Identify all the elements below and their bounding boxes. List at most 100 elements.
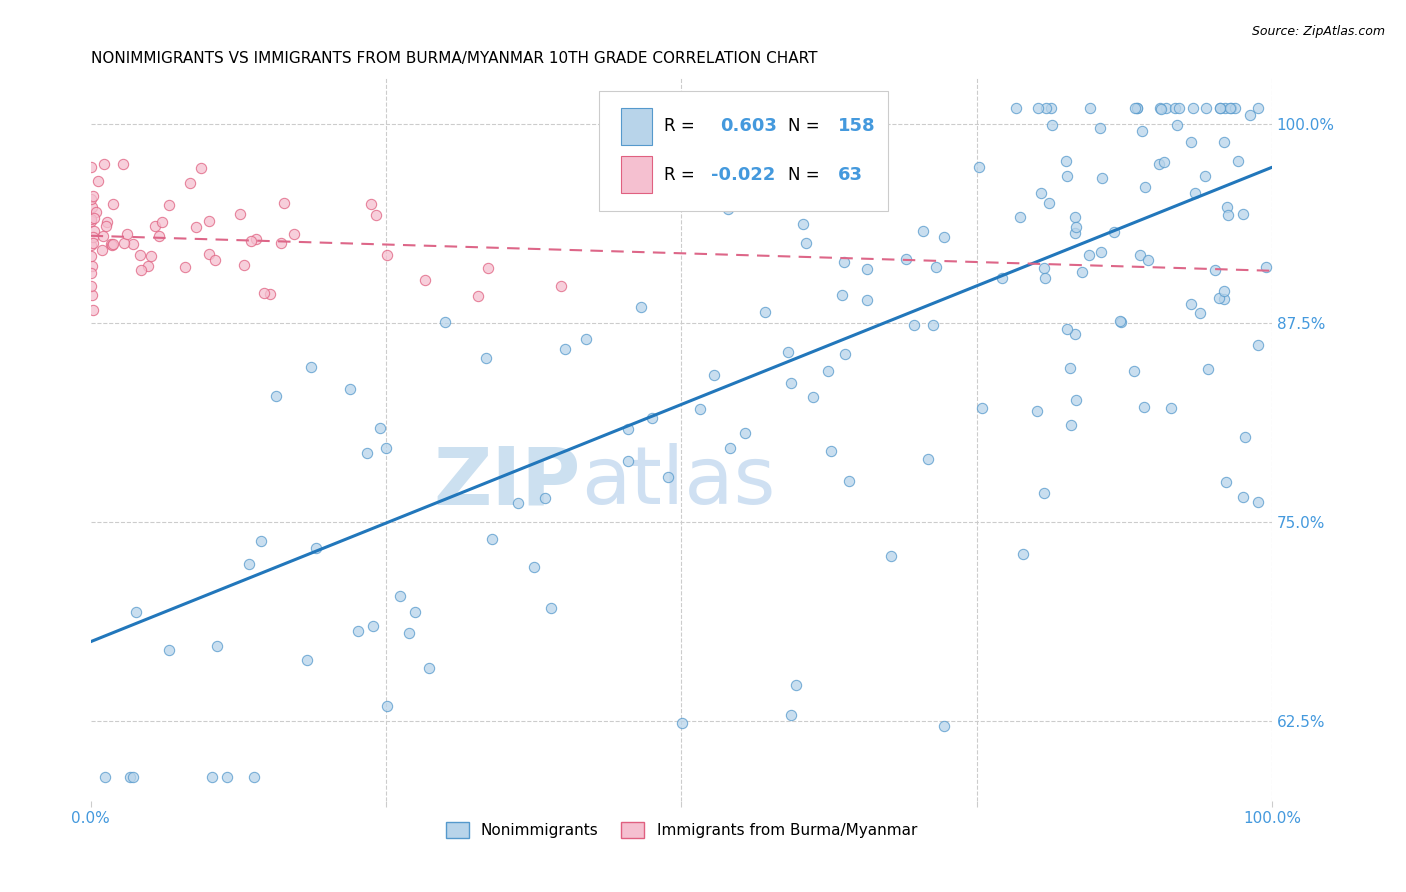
Point [776, 345, 799, 359]
Point [932, 230, 955, 244]
Point [856, 261, 879, 276]
Point [1194, 102, 1216, 116]
Text: N =: N = [787, 118, 820, 136]
Point [1213, 102, 1236, 116]
Point [1213, 284, 1236, 298]
Point [101, 236, 124, 251]
Point [1212, 292, 1234, 306]
Point [173, 260, 195, 274]
Point [295, 653, 318, 667]
Point [1130, 124, 1153, 138]
Point [1232, 207, 1254, 221]
Point [540, 600, 562, 615]
Point [1125, 102, 1147, 116]
Point [361, 619, 384, 633]
Point [80, 278, 103, 293]
Point [84, 205, 107, 219]
Point [370, 421, 392, 435]
Point [143, 219, 166, 233]
Point [157, 198, 180, 212]
Point [375, 699, 398, 714]
Point [925, 260, 948, 274]
Point [115, 227, 138, 242]
Point [1181, 102, 1204, 116]
Point [1254, 260, 1277, 275]
Point [1026, 102, 1049, 116]
Point [1063, 210, 1085, 224]
Point [1246, 102, 1268, 116]
Point [93, 157, 115, 171]
Point [1064, 326, 1087, 341]
Point [1216, 208, 1239, 222]
Point [253, 285, 276, 300]
Point [270, 235, 292, 250]
Point [80, 160, 103, 174]
Point [249, 534, 271, 549]
Text: -0.022: -0.022 [711, 166, 775, 184]
Point [1060, 418, 1083, 433]
Text: NONIMMIGRANTS VS IMMIGRANTS FROM BURMA/MYANMAR 10TH GRADE CORRELATION CHART: NONIMMIGRANTS VS IMMIGRANTS FROM BURMA/M… [90, 51, 817, 66]
Point [83, 211, 105, 226]
Point [1153, 154, 1175, 169]
Legend: Nonimmigrants, Immigrants from Burma/Myanmar: Nonimmigrants, Immigrants from Burma/Mya… [440, 816, 922, 844]
Point [1189, 306, 1212, 320]
Point [1029, 186, 1052, 200]
Point [1160, 401, 1182, 416]
Point [80, 192, 103, 206]
Point [734, 426, 756, 441]
Point [1035, 102, 1057, 116]
Point [481, 532, 503, 546]
Point [1123, 102, 1146, 116]
Point [150, 215, 173, 229]
Point [148, 228, 170, 243]
Text: N =: N = [787, 166, 820, 184]
Point [283, 227, 305, 241]
Point [1125, 102, 1147, 116]
Point [122, 770, 145, 784]
Point [689, 402, 711, 417]
Point [339, 383, 361, 397]
Point [229, 207, 252, 221]
Point [434, 315, 457, 329]
Point [657, 469, 679, 483]
Point [467, 289, 489, 303]
Point [917, 452, 939, 467]
Point [1064, 393, 1087, 408]
Point [364, 208, 387, 222]
Point [1180, 135, 1202, 149]
Point [821, 149, 844, 163]
Point [796, 236, 818, 251]
Point [1054, 154, 1077, 169]
Point [404, 605, 426, 619]
Point [80, 259, 103, 273]
Point [1129, 248, 1152, 262]
FancyBboxPatch shape [621, 108, 652, 145]
Point [477, 261, 499, 276]
Point [129, 248, 152, 262]
Point [1038, 196, 1060, 211]
Point [375, 248, 398, 262]
Point [356, 446, 378, 460]
Point [1033, 271, 1056, 285]
Point [1197, 362, 1219, 376]
Point [122, 236, 145, 251]
Point [190, 161, 212, 175]
Point [245, 232, 267, 246]
Point [179, 177, 201, 191]
Point [894, 252, 917, 267]
Point [1209, 102, 1232, 116]
Point [630, 301, 652, 315]
Point [82, 230, 104, 244]
Point [1033, 260, 1056, 275]
Point [1212, 136, 1234, 150]
Point [1064, 219, 1087, 234]
Point [1056, 322, 1078, 336]
Point [1090, 245, 1112, 260]
Point [94, 770, 117, 784]
Point [1149, 102, 1171, 116]
Point [413, 273, 436, 287]
Text: R =: R = [664, 166, 695, 184]
Point [991, 271, 1014, 285]
Point [506, 496, 529, 510]
Text: atlas: atlas [581, 443, 775, 521]
